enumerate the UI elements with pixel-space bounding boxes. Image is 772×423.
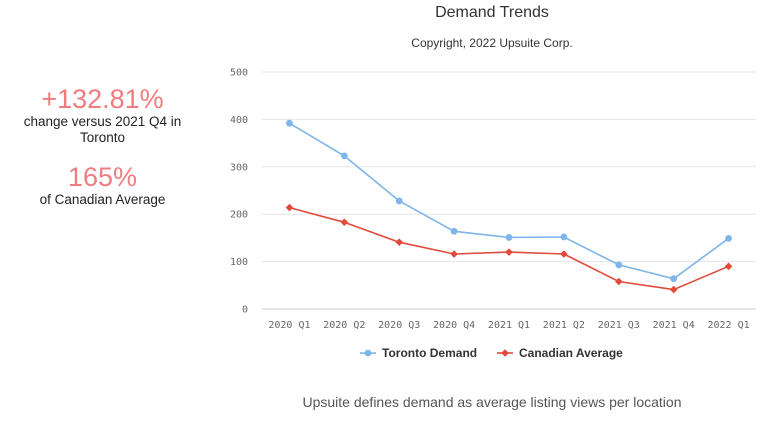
y-tick-label: 200 — [230, 210, 248, 221]
chart-title: Demand Trends — [435, 4, 549, 21]
legend-label: Toronto Demand — [382, 346, 477, 360]
data-point — [395, 238, 404, 246]
data-point — [450, 227, 458, 235]
y-tick-label: 300 — [230, 162, 248, 173]
legend-label: Canadian Average — [519, 346, 623, 360]
data-point — [615, 261, 623, 269]
data-point — [724, 262, 733, 271]
y-tick-label: 0 — [242, 305, 248, 316]
data-point — [669, 285, 678, 294]
data-point — [285, 203, 294, 212]
y-tick-label: 400 — [230, 115, 248, 126]
data-point — [505, 234, 513, 241]
x-tick-label: 2020 Q4 — [433, 320, 475, 331]
data-point — [725, 234, 732, 242]
y-tick-label: 500 — [230, 68, 248, 79]
x-tick-label: 2021 Q2 — [543, 320, 585, 331]
stat-change-value: +132.81% — [41, 84, 164, 114]
stat-change: +132.81% change versus 2021 Q4 in Toront… — [0, 84, 205, 146]
legend-marker — [501, 349, 509, 357]
data-point — [340, 152, 348, 160]
x-tick-label: 2020 Q2 — [323, 320, 365, 331]
x-tick-label: 2021 Q1 — [488, 320, 530, 331]
data-point — [340, 218, 349, 227]
data-point — [395, 197, 403, 205]
x-tick-label: 2022 Q1 — [707, 320, 749, 331]
data-point — [670, 275, 678, 283]
y-tick-label: 100 — [230, 257, 248, 268]
data-point — [614, 277, 623, 286]
x-tick-label: 2021 Q3 — [598, 320, 640, 331]
stat-change-caption: change versus 2021 Q4 in Toronto — [23, 114, 182, 145]
stat-ratio-value: 165% — [67, 162, 138, 192]
data-point — [286, 119, 293, 127]
data-point — [560, 250, 568, 258]
x-tick-label: 2020 Q1 — [268, 320, 310, 331]
data-point — [450, 250, 458, 258]
x-tick-label: 2020 Q3 — [378, 320, 420, 331]
data-point — [505, 248, 513, 256]
stat-ratio: 165% of Canadian Average — [0, 162, 205, 208]
stats-panel: +132.81% change versus 2021 Q4 in Toront… — [0, 84, 205, 208]
legend-marker — [364, 349, 372, 357]
x-tick-label: 2021 Q4 — [653, 320, 695, 331]
stat-ratio-caption: of Canadian Average — [39, 192, 166, 207]
data-point — [560, 233, 568, 241]
chart-subtitle: Copyright, 2022 Upsuite Corp. — [411, 36, 573, 50]
chart-footnote: Upsuite defines demand as average listin… — [302, 394, 682, 410]
